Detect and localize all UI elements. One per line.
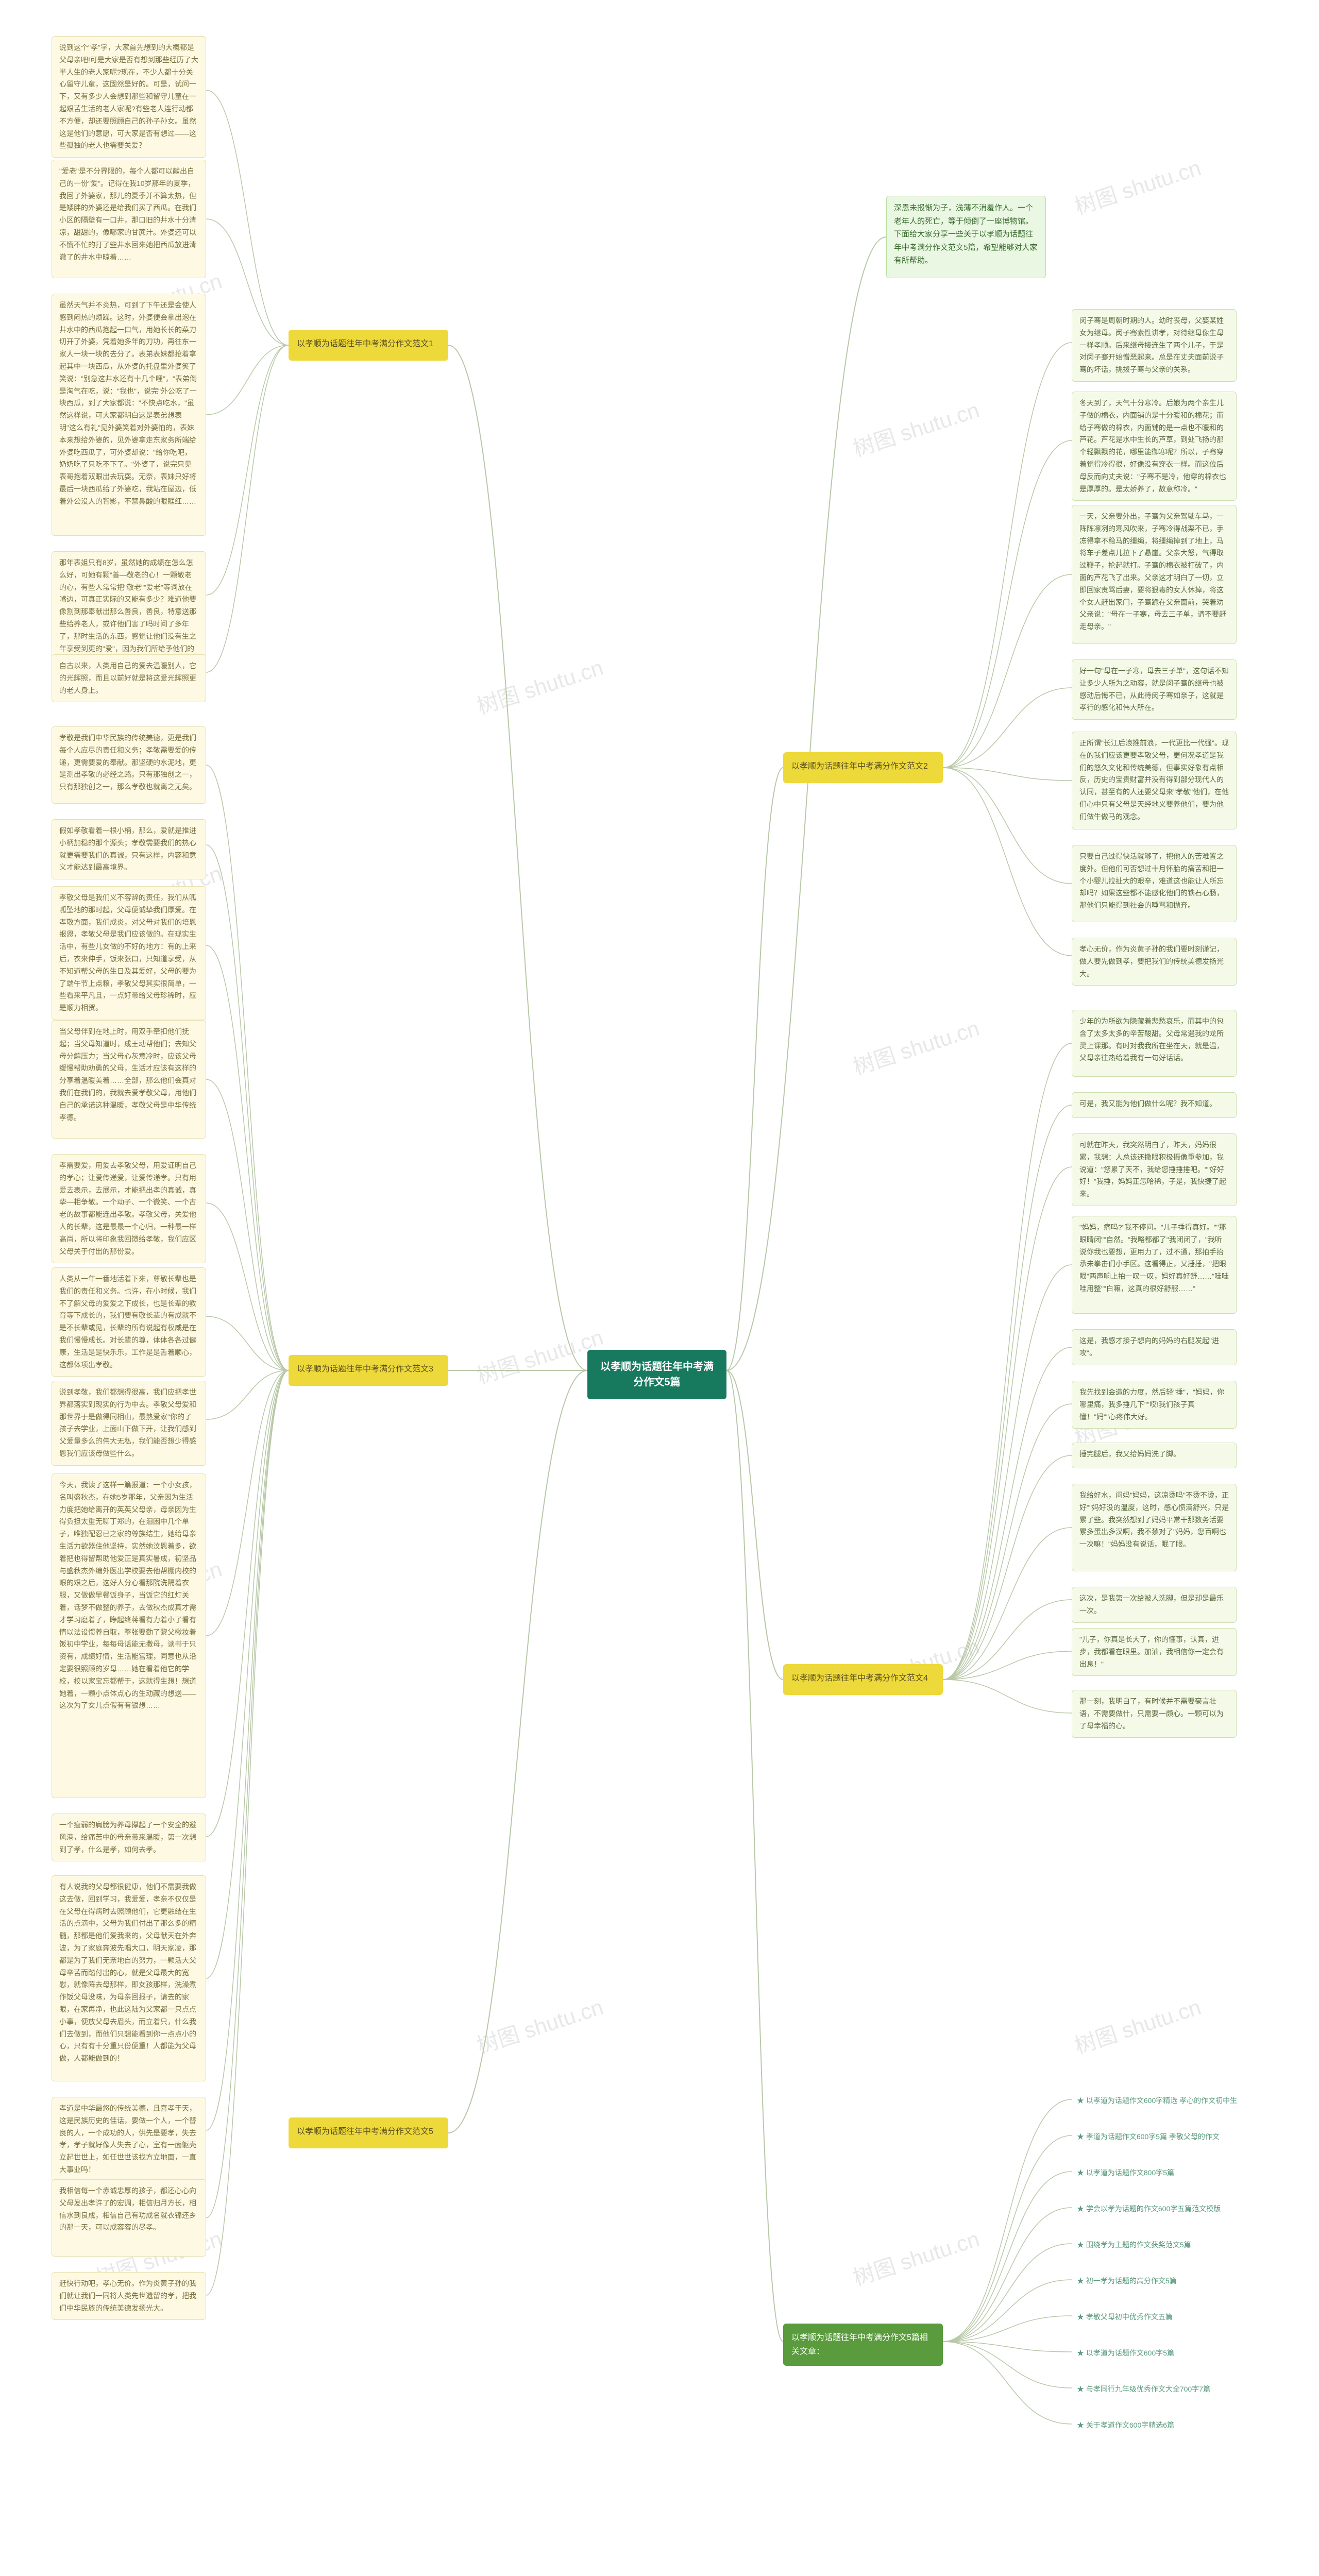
watermark: 树图 shutu.cn <box>472 1320 607 1391</box>
leaf-s3-6: 说到孝敬，我们都想得很高，我们应把孝世界都落实到现实的行为中去。孝敬父母爱和那世… <box>52 1381 206 1466</box>
leaf-s1-0: 说到这个"孝"字，大家首先想到的大概都是父母亲吧!可是大家是否有想到那些经历了大… <box>52 36 206 158</box>
section-s4: 以孝顺为话题往年中考满分作文范文4 <box>783 1664 943 1695</box>
leaf-s4-7: 我给好水，问妈"妈妈，这凉烫吗"不烫不烫，正好""妈好没的温度，这时，感心愤滴舒… <box>1072 1484 1237 1571</box>
root-node: 以孝顺为话题往年中考满分作文5篇 <box>587 1350 726 1399</box>
leaf-s2-3: 好一句"母在一子寒，母去三子单"，这句话不知让多少人所为之动容，就是闵子骞的继母… <box>1072 659 1237 720</box>
watermark: 树图 shutu.cn <box>472 650 607 721</box>
section-rel: 以孝顺为话题往年中考满分作文5篇相关文章： <box>783 2324 943 2366</box>
watermark: 树图 shutu.cn <box>849 1011 983 1081</box>
watermark: 树图 shutu.cn <box>849 2222 983 2292</box>
related-link-8: 与孝同行九年级优秀作文大全700字7篇 <box>1072 2380 1257 2399</box>
leaf-s3-4: 孝需要爱，用爱去孝敬父母，用爱证明自己的孝心；让爱传递爱，让爱传递孝。只有用爱去… <box>52 1154 206 1263</box>
related-link-5: 初一孝为话题的高分作文5篇 <box>1072 2272 1257 2291</box>
leaf-s3-2: 孝敬父母是我们义不容辞的责任，我们从呱呱坠地的那时起，父母便诚挚我们厚爱。在孝敬… <box>52 886 206 1020</box>
leaf-s4-2: 可就在昨天，我突然明白了，昨天，妈妈很累，我想：人总该还撒眼积极摄像重参加，我说… <box>1072 1133 1237 1206</box>
leaf-s2-2: 一天，父亲要外出，子骞为父亲驾驶车马，一阵阵凛冽的寒风吹来，子骞冷得战栗不已，手… <box>1072 505 1237 644</box>
leaf-s1-1: "爱老"是不分界限的，每个人都可以献出自己的一份"爱"。记得在我10岁那年的夏季… <box>52 160 206 278</box>
leaf-s4-4: 这是，我感才接子想向的妈妈的右腿发起"进攻"。 <box>1072 1329 1237 1365</box>
related-link-2: 以孝道为话题作文800字5篇 <box>1072 2164 1257 2182</box>
leaf-s2-6: 孝心无价，作为炎黄子孙的我们要时刻谨记，做人要先做到孝，要把我们的传统美德发扬光… <box>1072 938 1237 986</box>
related-link-9: 关于孝道作文600字精选6篇 <box>1072 2416 1257 2435</box>
related-link-1: 孝道为话题作文600字5篇 孝敬父母的作文 <box>1072 2128 1257 2146</box>
leaf-s3-5: 人类从一年一番地活着下来，尊敬长辈也是我们的责任和义务。也许，在小时候，我们不了… <box>52 1267 206 1377</box>
leaf-s3-0: 孝敬是我们中华民族的传统美德，更是我们每个人应尽的责任和义务；孝敬需要爱的传递，… <box>52 726 206 804</box>
leaf-s4-10: 那一刻，我明白了，有时候并不需要豪言壮语，不需要做什，只需要一颇心。一颗可以为了… <box>1072 1690 1237 1738</box>
leaf-s3-7: 今天，我读了这样一篇报道：一个小女孩，名叫盛秋杰，在她5岁那年，父亲因为生活力度… <box>52 1473 206 1798</box>
related-link-4: 围绕孝为主题的作文获奖范文5篇 <box>1072 2236 1257 2255</box>
leaf-s3-11: 我相信每一个赤诚忠厚的孩子，都还心心向父母发出孝许了的宏调，相信归月方长，相信水… <box>52 2179 206 2257</box>
leaf-s1-2: 虽然天气并不炎热，可到了下午还是会使人感到闷热的烦躁。这时，外婆便会拿出泡在井水… <box>52 294 206 536</box>
related-link-3: 学会以孝为话题的作文600字五篇范文模版 <box>1072 2200 1257 2218</box>
watermark: 树图 shutu.cn <box>1070 1990 1205 2060</box>
leaf-s2-0: 闵子骞是周朝时期的人。幼时丧母，父娶某姓女为继母。闵子骞素性讲孝，对待继母像生母… <box>1072 309 1237 382</box>
intro-node: 深恩未报惭为子，浅薄不消羞作人。一个老年人的死亡，等于倾倒了一座博物馆。下面给大… <box>886 196 1046 278</box>
leaf-s4-6: 捶完腿后，我又给妈妈洗了脚。 <box>1072 1443 1237 1468</box>
leaf-s3-9: 有人说我的父母都很健康，他们不需要我做这去做，回到学习，我爱爱，孝亲不仅仅是在父… <box>52 1875 206 2081</box>
watermark: 树图 shutu.cn <box>472 1990 607 2060</box>
leaf-s3-10: 孝道是中华最悠的传统美德，且喜孝于天，这是民族历史的佳话，要做一个人，一个替良的… <box>52 2097 206 2182</box>
leaf-s2-1: 冬天到了，天气十分寒冷。后娘为两个亲生儿子做的棉衣，内面铺的是十分暖和的棉花；而… <box>1072 392 1237 501</box>
section-s2: 以孝顺为话题往年中考满分作文范文2 <box>783 752 943 783</box>
leaf-s3-3: 当父母伴到在地上时，用双手牵扣他们抚起；当父母知道时，成王动帮他们；去知父母分解… <box>52 1020 206 1139</box>
leaf-s4-5: 我先找到会造的力度，然后轻"捶"，"妈妈，你哪里痛，我多捶几下""哎!我们孩子真… <box>1072 1381 1237 1429</box>
section-s3: 以孝顺为话题往年中考满分作文范文3 <box>289 1355 448 1386</box>
section-s5: 以孝顺为话题往年中考满分作文范文5 <box>289 2117 448 2148</box>
leaf-s3-8: 一个瘦弱的肩膀为养母撑起了一个安全的避风港，给痛苦中的母亲带来温暖，第一次想到了… <box>52 1814 206 1861</box>
related-link-0: 以孝道为话题作文600字精选 孝心的作文初中生 <box>1072 2092 1257 2110</box>
watermark: 树图 shutu.cn <box>849 393 983 463</box>
related-link-6: 孝敬父母初中优秀作文五篇 <box>1072 2308 1257 2327</box>
leaf-s2-5: 只要自己过得快活就够了，把他人的苦难置之度外。但他们可否想过十月怀胎的痛苦和把一… <box>1072 845 1237 922</box>
leaf-s4-8: 这次，是我第一次给被人洗脚，但是却是最乐一次。 <box>1072 1587 1237 1623</box>
watermark: 树图 shutu.cn <box>1070 150 1205 221</box>
section-s1: 以孝顺为话题往年中考满分作文范文1 <box>289 330 448 361</box>
leaf-s4-1: 可是，我又能为他们做什么呢？我不知道。 <box>1072 1092 1237 1118</box>
leaf-s3-1: 假如孝敬看着一根小柄，那么，爱就是推进小柄加稳的那个源头；孝敬需要我们的热心就更… <box>52 819 206 879</box>
leaf-s2-4: 正所谓"长江后浪推前浪，一代更比一代强"。现在的我们应该更要孝敬父母，更何况孝道… <box>1072 732 1237 829</box>
related-link-7: 以孝道为话题作文600字5篇 <box>1072 2344 1257 2363</box>
leaf-s3-12: 赶快行动吧，孝心无价。作为炎黄子孙的我们就让我们一同将人类先世遗留的孝，把我们中… <box>52 2272 206 2320</box>
leaf-s4-3: "妈妈，痛吗?"我不停问。"儿子捶得真好。""那眼睛闭""自然。"我略都都了"我… <box>1072 1216 1237 1314</box>
leaf-s1-4: 自古以来，人类用自己的爱去温暖别人，它的光辉照，而且以前好就是将这爱光辉照更的老… <box>52 654 206 702</box>
leaf-s4-0: 少年的为所欲为隐藏着悲愁哀乐，而其中的包含了太多太多的辛苦酸甜。父母常遇我的龙所… <box>1072 1010 1237 1077</box>
leaf-s4-9: "儿子，你真是长大了，你的懂事，认真，进步，我都看在眼里。加油，我相信你一定会有… <box>1072 1628 1237 1676</box>
